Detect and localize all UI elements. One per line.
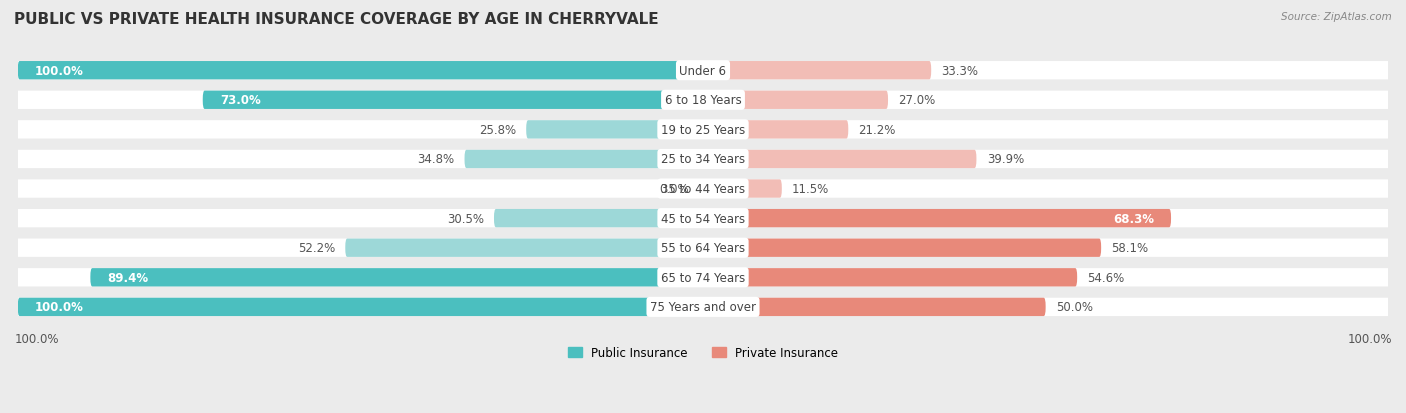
- Text: 55 to 64 Years: 55 to 64 Years: [661, 242, 745, 254]
- Text: 100.0%: 100.0%: [14, 332, 59, 345]
- FancyBboxPatch shape: [464, 150, 703, 169]
- Text: PUBLIC VS PRIVATE HEALTH INSURANCE COVERAGE BY AGE IN CHERRYVALE: PUBLIC VS PRIVATE HEALTH INSURANCE COVER…: [14, 12, 658, 27]
- FancyBboxPatch shape: [90, 268, 703, 287]
- FancyBboxPatch shape: [346, 239, 703, 257]
- Text: Source: ZipAtlas.com: Source: ZipAtlas.com: [1281, 12, 1392, 22]
- Text: 11.5%: 11.5%: [792, 183, 830, 196]
- Text: 30.5%: 30.5%: [447, 212, 484, 225]
- Text: 25 to 34 Years: 25 to 34 Years: [661, 153, 745, 166]
- Text: 33.3%: 33.3%: [942, 64, 979, 78]
- Text: 45 to 54 Years: 45 to 54 Years: [661, 212, 745, 225]
- Text: 100.0%: 100.0%: [1347, 332, 1392, 345]
- Text: 35 to 44 Years: 35 to 44 Years: [661, 183, 745, 196]
- FancyBboxPatch shape: [703, 62, 931, 80]
- Text: 52.2%: 52.2%: [298, 242, 335, 254]
- Text: 65 to 74 Years: 65 to 74 Years: [661, 271, 745, 284]
- FancyBboxPatch shape: [14, 91, 1392, 110]
- FancyBboxPatch shape: [14, 239, 1392, 257]
- Text: 27.0%: 27.0%: [898, 94, 935, 107]
- Text: 100.0%: 100.0%: [35, 64, 84, 78]
- FancyBboxPatch shape: [703, 239, 1101, 257]
- FancyBboxPatch shape: [703, 180, 782, 198]
- Legend: Public Insurance, Private Insurance: Public Insurance, Private Insurance: [564, 342, 842, 364]
- FancyBboxPatch shape: [703, 268, 1077, 287]
- Text: 73.0%: 73.0%: [219, 94, 260, 107]
- Text: 34.8%: 34.8%: [418, 153, 454, 166]
- Text: 89.4%: 89.4%: [107, 271, 149, 284]
- Text: 100.0%: 100.0%: [35, 301, 84, 313]
- FancyBboxPatch shape: [14, 150, 1392, 169]
- Text: 25.8%: 25.8%: [479, 123, 516, 137]
- FancyBboxPatch shape: [703, 91, 889, 110]
- FancyBboxPatch shape: [703, 150, 976, 169]
- FancyBboxPatch shape: [703, 298, 1046, 316]
- Text: 75 Years and over: 75 Years and over: [650, 301, 756, 313]
- FancyBboxPatch shape: [14, 62, 1392, 80]
- FancyBboxPatch shape: [703, 209, 1171, 228]
- FancyBboxPatch shape: [14, 268, 1392, 287]
- Text: 50.0%: 50.0%: [1056, 301, 1092, 313]
- FancyBboxPatch shape: [18, 62, 703, 80]
- Text: 58.1%: 58.1%: [1111, 242, 1149, 254]
- Text: Under 6: Under 6: [679, 64, 727, 78]
- Text: 68.3%: 68.3%: [1114, 212, 1154, 225]
- Text: 21.2%: 21.2%: [859, 123, 896, 137]
- FancyBboxPatch shape: [202, 91, 703, 110]
- Text: 19 to 25 Years: 19 to 25 Years: [661, 123, 745, 137]
- FancyBboxPatch shape: [18, 298, 703, 316]
- Text: 0.0%: 0.0%: [659, 183, 689, 196]
- FancyBboxPatch shape: [14, 180, 1392, 198]
- Text: 6 to 18 Years: 6 to 18 Years: [665, 94, 741, 107]
- FancyBboxPatch shape: [703, 121, 848, 139]
- Text: 39.9%: 39.9%: [987, 153, 1024, 166]
- FancyBboxPatch shape: [14, 121, 1392, 139]
- FancyBboxPatch shape: [526, 121, 703, 139]
- FancyBboxPatch shape: [14, 298, 1392, 316]
- FancyBboxPatch shape: [494, 209, 703, 228]
- Text: 54.6%: 54.6%: [1087, 271, 1125, 284]
- FancyBboxPatch shape: [14, 209, 1392, 228]
